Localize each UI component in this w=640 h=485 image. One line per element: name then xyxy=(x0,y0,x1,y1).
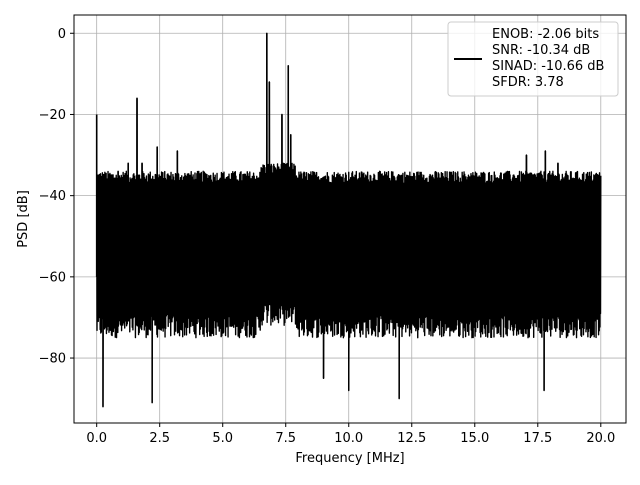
axes-frame xyxy=(73,14,627,424)
x-tick-label: 12.5 xyxy=(397,431,426,446)
legend: ENOB: -2.06 bits SNR: -10.34 dB SINAD: -… xyxy=(447,21,619,97)
x-tick-label: 5.0 xyxy=(212,431,233,446)
psd-series xyxy=(95,32,602,408)
x-tick-label: 20.0 xyxy=(586,431,615,446)
legend-snr: SNR: -10.34 dB xyxy=(492,43,590,58)
x-tick-label: 0.0 xyxy=(86,431,107,446)
x-tick-label: 17.5 xyxy=(523,431,552,446)
legend-sfdr: SFDR: 3.78 xyxy=(492,75,564,90)
legend-sinad: SINAD: -10.66 dB xyxy=(492,59,604,74)
psd-trace xyxy=(95,32,602,408)
legend-enob: ENOB: -2.06 bits xyxy=(492,27,599,42)
x-tick-label: 2.5 xyxy=(149,431,170,446)
x-tick-label: 7.5 xyxy=(275,431,296,446)
y-axis-label: PSD [dB] xyxy=(16,190,31,248)
axis-ticks: 0.0 2.5 5.0 7.5 10.0 12.5 15.0 17.5 20.0 0 −20 −40 −… xyxy=(39,27,616,446)
y-tick-label: −40 xyxy=(39,189,66,204)
x-axis-label: Frequency [MHz] xyxy=(295,451,404,466)
x-tick-label: 15.0 xyxy=(460,431,489,446)
y-tick-label: −60 xyxy=(39,270,66,285)
legend-box xyxy=(447,21,619,97)
y-tick-label: −80 xyxy=(39,352,66,367)
y-tick-label: −20 xyxy=(39,108,66,123)
y-tick-label: 0 xyxy=(58,27,66,42)
x-tick-label: 10.0 xyxy=(334,431,363,446)
